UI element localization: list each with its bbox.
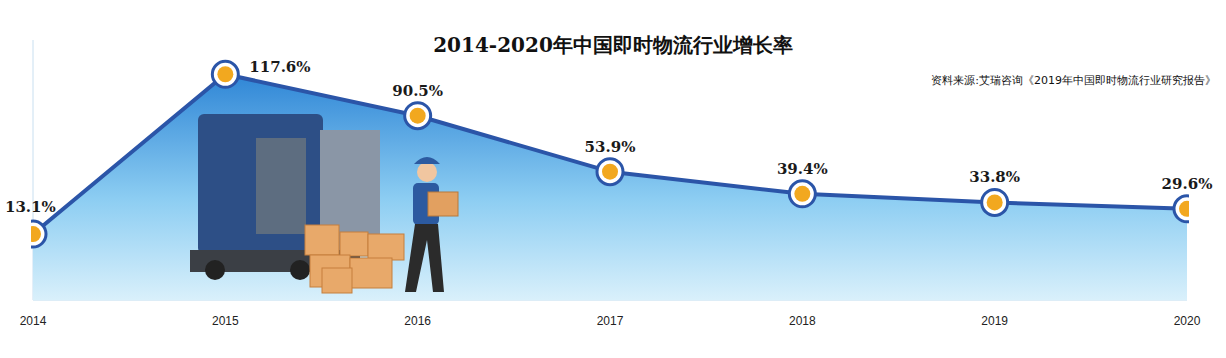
chart-svg: 13.1% 117.6% 90.5% 53.9% 39.4% 33.8% 29.6% 2014… bbox=[0, 0, 1226, 358]
marker-group bbox=[405, 103, 431, 129]
data-label: 117.6% bbox=[249, 58, 310, 76]
box bbox=[368, 234, 404, 260]
box bbox=[350, 258, 392, 288]
x-tick-label: 2015 bbox=[212, 314, 239, 328]
carried-box bbox=[428, 192, 458, 216]
truck-wheel bbox=[205, 260, 225, 280]
box bbox=[322, 268, 352, 293]
title: 2014-2020年中国即时物流行业增长率 bbox=[433, 33, 793, 57]
marker-group bbox=[982, 189, 1008, 215]
worker-head bbox=[417, 162, 437, 182]
x-tick-label: 2018 bbox=[789, 314, 816, 328]
chart-container: 13.1% 117.6% 90.5% 53.9% 39.4% 33.8% 29.6% 2014… bbox=[0, 0, 1226, 358]
marker-core bbox=[31, 226, 41, 242]
marker-group bbox=[31, 221, 46, 247]
marker bbox=[1174, 196, 1189, 222]
x-tick-label: 2014 bbox=[20, 314, 47, 328]
marker bbox=[212, 61, 238, 87]
data-label: 33.8% bbox=[969, 168, 1020, 186]
marker-group bbox=[597, 159, 623, 185]
marker bbox=[597, 159, 623, 185]
data-label: 13.1% bbox=[5, 198, 56, 216]
area-fill bbox=[33, 74, 1187, 300]
marker-group bbox=[1174, 196, 1189, 222]
box bbox=[340, 232, 368, 256]
worker-cap bbox=[414, 157, 440, 164]
source-note: 资料来源:艾瑞咨询《2019年中国即时物流行业研究报告》 bbox=[931, 74, 1216, 87]
truck-wheel bbox=[290, 260, 310, 280]
marker-group bbox=[212, 61, 238, 87]
truck-body bbox=[198, 114, 323, 254]
marker-core bbox=[987, 194, 1003, 210]
marker bbox=[405, 103, 431, 129]
marker bbox=[31, 221, 46, 247]
worker-legs bbox=[405, 224, 444, 292]
x-tick-label: 2020 bbox=[1174, 314, 1201, 328]
x-tick-label: 2017 bbox=[597, 314, 624, 328]
marker-group bbox=[789, 181, 815, 207]
marker-core bbox=[794, 186, 810, 202]
data-label: 39.4% bbox=[777, 160, 828, 178]
marker-core bbox=[410, 108, 426, 124]
data-label: 53.9% bbox=[585, 138, 636, 156]
data-label: 29.6% bbox=[1162, 175, 1213, 193]
marker-core bbox=[217, 66, 233, 82]
x-tick-label: 2019 bbox=[981, 314, 1008, 328]
marker-core bbox=[1179, 201, 1189, 217]
plot-area bbox=[31, 61, 1189, 300]
marker-core bbox=[602, 164, 618, 180]
x-tick-label: 2016 bbox=[404, 314, 431, 328]
marker bbox=[982, 189, 1008, 215]
box bbox=[305, 225, 339, 255]
data-label: 90.5% bbox=[392, 82, 443, 100]
marker bbox=[789, 181, 815, 207]
truck-door bbox=[256, 138, 306, 234]
illustration bbox=[190, 114, 458, 293]
